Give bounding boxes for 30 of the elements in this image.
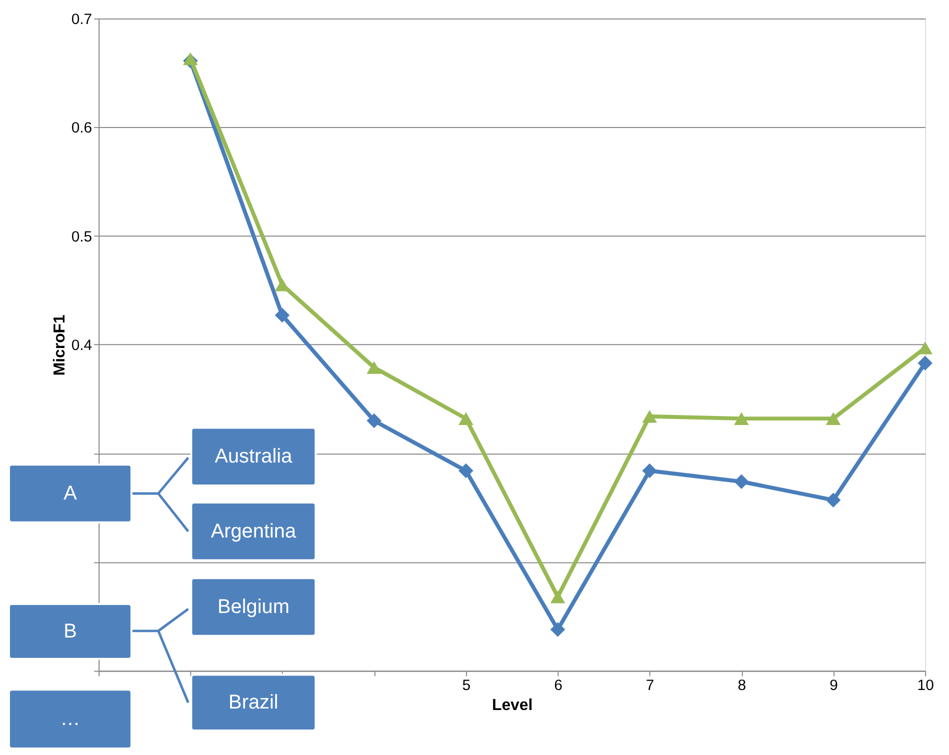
point [734, 474, 749, 489]
x-axis-title: Level [492, 697, 533, 714]
point [826, 492, 841, 508]
annotation: Argentina [210, 520, 297, 542]
x-tick-label: 5 [462, 677, 471, 694]
y-tick-label: 0.5 [71, 228, 92, 246]
y-axis-title: MicroF1 [51, 314, 68, 376]
x-tick-label: 6 [554, 677, 562, 694]
point [642, 410, 657, 423]
point [826, 412, 841, 425]
point [642, 463, 657, 478]
point [918, 356, 932, 371]
point [550, 622, 566, 637]
point [366, 361, 382, 374]
point [366, 413, 382, 428]
x-tick-label: 9 [830, 677, 838, 694]
point [458, 412, 474, 425]
x-tick-label: 7 [646, 677, 654, 694]
x-tick-label: 8 [738, 677, 746, 694]
y-tick-label: 0.4 [71, 337, 92, 354]
y-tick-label: 0.6 [71, 120, 92, 137]
point [274, 308, 290, 323]
text: … [60, 708, 80, 730]
point [458, 463, 474, 478]
point [734, 412, 749, 425]
point [550, 590, 566, 604]
text: Brazil [228, 692, 278, 714]
x-tick-label: 10 [917, 677, 934, 694]
y-tick-label: 0.7 [71, 10, 92, 28]
point [183, 52, 198, 66]
